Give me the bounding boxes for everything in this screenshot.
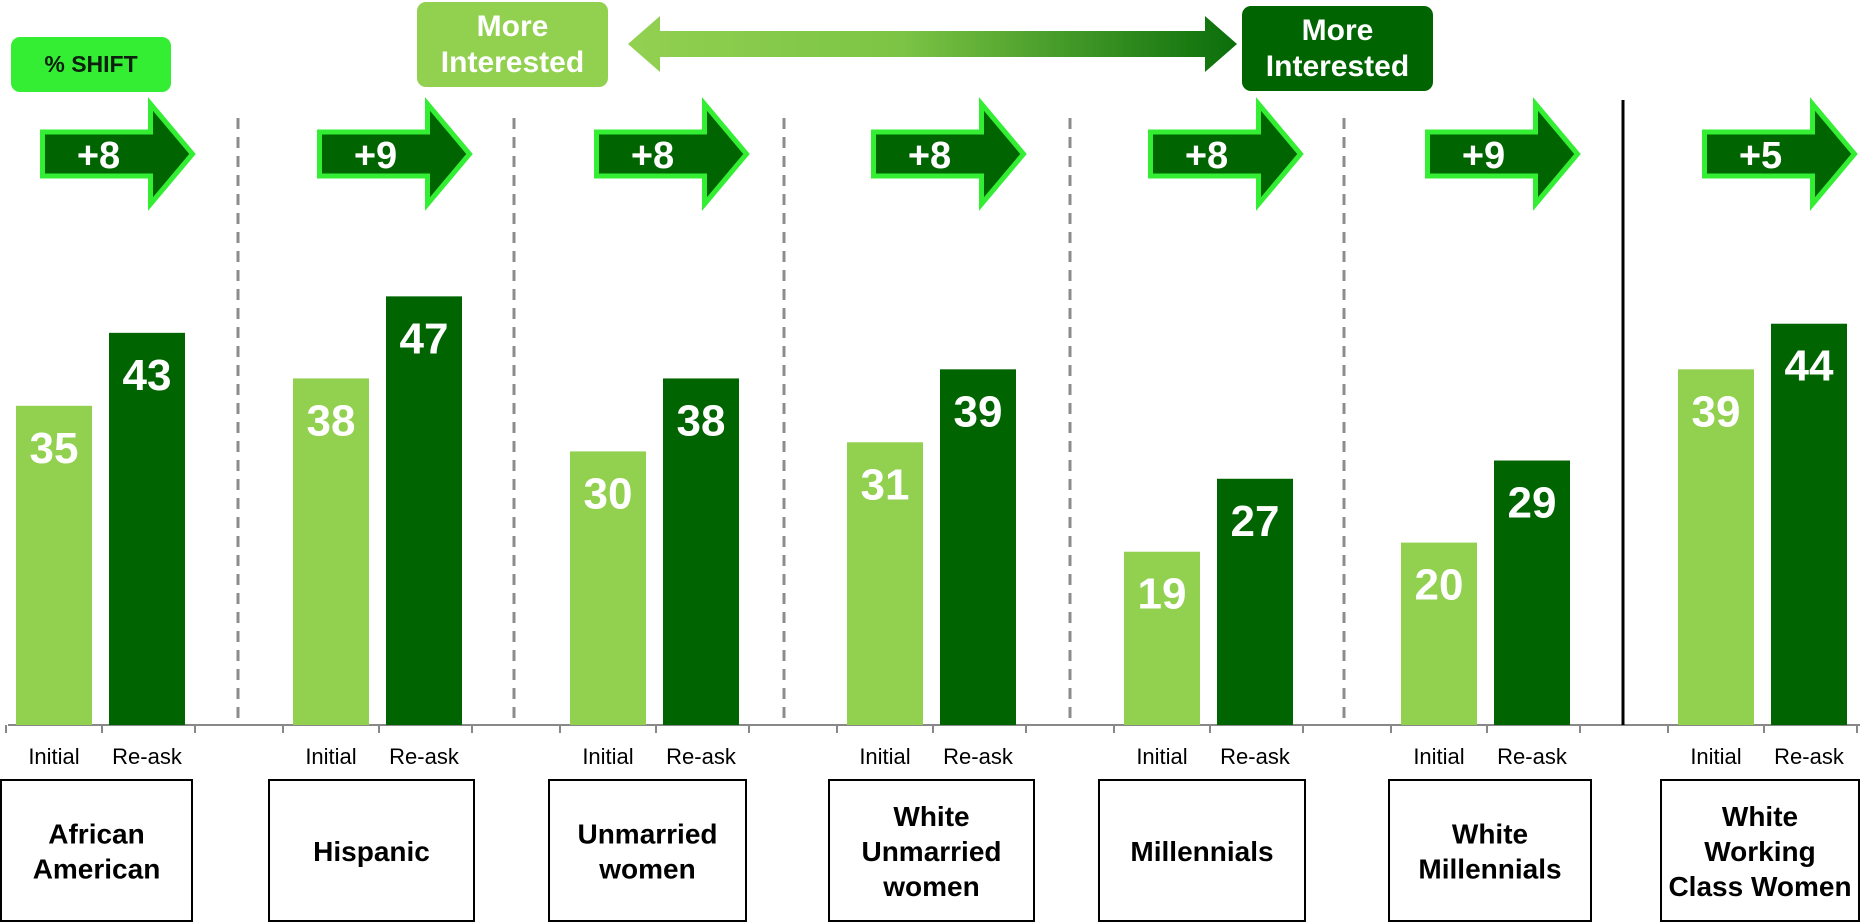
x-tick-label-reask: Re-ask: [1497, 744, 1568, 769]
category-label: Unmarried women: [577, 819, 717, 885]
shift-legend-box: % SHIFT: [11, 37, 171, 92]
shift-value-label: +8: [77, 135, 120, 177]
x-tick-label-initial: Initial: [1136, 744, 1187, 769]
shift-value-label: +8: [908, 135, 951, 177]
bar-value-label-initial: 38: [307, 396, 356, 445]
bar-initial: [16, 405, 92, 725]
category-label: White Unmarried women: [861, 801, 1001, 902]
shift-value-label: +5: [1739, 135, 1782, 177]
bar-initial: [1678, 369, 1754, 725]
shift-arrows-layer: +8 +9 +8 +8 +8 +9 +5: [40, 97, 1858, 211]
direction-double-arrow: [628, 16, 1237, 72]
bar-value-label-initial: 35: [30, 424, 79, 473]
bar-reask: [1494, 460, 1570, 725]
x-tick-label-reask: Re-ask: [112, 744, 183, 769]
x-tick-label-initial: Initial: [305, 744, 356, 769]
shift-value-label: +8: [1185, 135, 1228, 177]
shift-arrow: [40, 97, 196, 211]
category-box: [1388, 779, 1592, 922]
category-label: Millennials: [1130, 836, 1273, 867]
bar-reask: [109, 332, 185, 725]
labels-layer: 35 43 Initial Re-ask 38 47 Initial Re-ask 30 38 In…: [5, 314, 1858, 769]
shift-value-label: +9: [1462, 135, 1505, 177]
category-box: [548, 779, 747, 922]
bar-initial: [293, 378, 369, 725]
bars-layer: [16, 296, 1847, 725]
bar-initial: [1401, 542, 1477, 725]
shift-arrow: [594, 97, 750, 211]
bar-value-label-reask: 27: [1231, 497, 1280, 546]
shift-arrow: [317, 97, 473, 211]
x-tick-label-initial: Initial: [1413, 744, 1464, 769]
bar-value-label-reask: 38: [677, 396, 726, 445]
category-label: White Millennials: [1418, 819, 1561, 885]
bar-value-label-initial: 30: [584, 469, 633, 518]
x-tick-label-initial: Initial: [582, 744, 633, 769]
shift-value-label: +8: [631, 135, 674, 177]
x-tick-label-initial: Initial: [859, 744, 910, 769]
x-tick-label-initial: Initial: [1690, 744, 1741, 769]
bar-reask: [1217, 478, 1293, 725]
bar-value-label-initial: 39: [1692, 387, 1741, 436]
x-tick-label-reask: Re-ask: [1774, 744, 1845, 769]
bar-reask: [940, 369, 1016, 725]
bar-value-label-initial: 19: [1138, 570, 1187, 619]
x-tick-label-reask: Re-ask: [666, 744, 737, 769]
bar-initial: [570, 451, 646, 725]
x-tick-label-reask: Re-ask: [943, 744, 1014, 769]
bar-value-label-initial: 20: [1415, 561, 1464, 610]
less-interested-box: More Interested: [417, 2, 608, 87]
category-box: [1098, 779, 1306, 922]
group-separators: [236, 100, 1625, 725]
shift-arrow: [1702, 97, 1858, 211]
shift-arrow: [871, 97, 1027, 211]
shift-arrow: [1425, 97, 1581, 211]
category-box: [828, 779, 1035, 922]
category-label: White Working Class Women: [1668, 801, 1851, 902]
bar-reask: [1771, 323, 1847, 725]
category-box: [268, 779, 475, 922]
bar-value-label-reask: 43: [123, 351, 172, 400]
bar-initial: [847, 442, 923, 725]
bar-value-label-reask: 39: [954, 387, 1003, 436]
bar-value-label-reask: 44: [1785, 342, 1834, 391]
bar-value-label-initial: 31: [861, 460, 910, 509]
x-tick-label-initial: Initial: [28, 744, 79, 769]
category-boxes-layer: African American Hispanic Unmarried women Whi…: [0, 779, 1860, 922]
bar-reask: [663, 378, 739, 725]
category-label: Hispanic: [313, 836, 430, 867]
category-box: [1660, 779, 1860, 922]
bar-value-label-reask: 29: [1508, 479, 1557, 528]
more-interested-box: More Interested: [1242, 6, 1433, 91]
x-tick-label-reask: Re-ask: [389, 744, 460, 769]
category-label: African American: [33, 819, 161, 885]
category-box: [0, 779, 193, 922]
bar-reask: [386, 296, 462, 725]
shift-arrow: [1148, 97, 1304, 211]
x-tick-label-reask: Re-ask: [1220, 744, 1291, 769]
bar-value-label-reask: 47: [400, 314, 449, 363]
bar-initial: [1124, 551, 1200, 725]
shift-value-label: +9: [354, 135, 397, 177]
